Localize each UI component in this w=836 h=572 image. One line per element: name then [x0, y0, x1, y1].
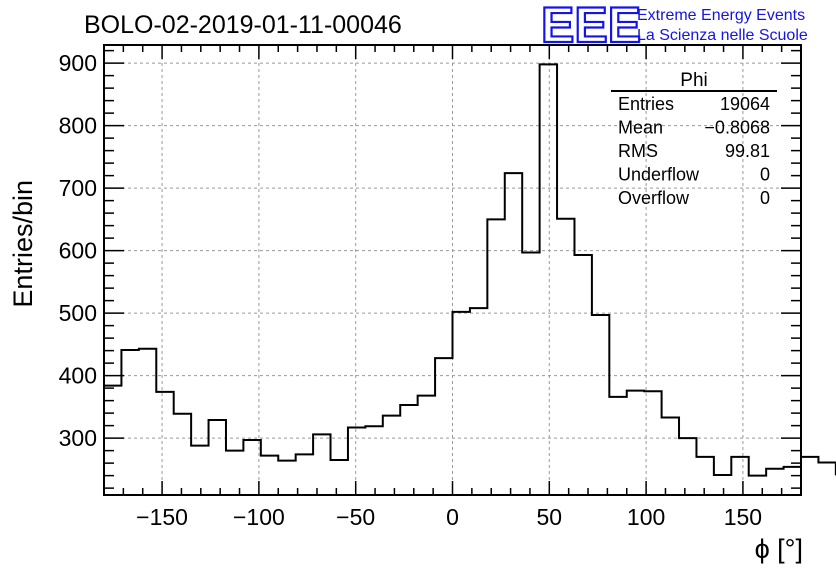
y-tick-label: 700	[59, 175, 97, 201]
grid-lines	[104, 45, 801, 495]
stats-value: 19064	[720, 94, 770, 114]
x-tick-label: −150	[136, 504, 188, 530]
stats-label: Entries	[618, 94, 674, 114]
stats-box: Phi Entries 19064 Mean −0.8068 RMS 99.81 Under…	[611, 70, 777, 208]
stats-label: Underflow	[618, 165, 700, 185]
eee-logo: EEE Extreme Energy Events La Scienza nel…	[540, 0, 808, 54]
y-tick-label: 800	[59, 113, 97, 139]
stats-label: Overflow	[618, 188, 690, 208]
stats-value: 0	[760, 188, 770, 208]
eee-logo-line1: Extreme Energy Events	[637, 7, 805, 24]
chart-title: BOLO-02-2019-01-11-00046	[84, 11, 402, 39]
stats-value: 99.81	[725, 141, 770, 161]
histogram-line	[104, 63, 836, 477]
stats-value: 0	[760, 165, 770, 185]
x-tick-label: 0	[446, 504, 459, 530]
x-tick-label: −50	[336, 504, 375, 530]
y-tick-label: 500	[59, 300, 97, 326]
y-tick-label: 400	[59, 363, 97, 389]
axis-ticks	[103, 45, 802, 495]
x-tick-label: 150	[724, 504, 762, 530]
x-tick-label: 100	[627, 504, 665, 530]
x-axis-title: ϕ [°]	[755, 534, 803, 564]
y-axis-title: Entries/bin	[8, 180, 38, 308]
x-tick-label: −100	[233, 504, 285, 530]
y-tick-label: 900	[59, 50, 97, 76]
eee-logo-line2: La Scienza nelle Scuole	[637, 27, 808, 44]
stats-label: RMS	[618, 141, 658, 161]
y-tick-label: 600	[59, 238, 97, 264]
stats-label: Mean	[618, 118, 663, 138]
y-tick-labels: 300 400 500 600 700 800 900	[59, 50, 97, 451]
x-tick-labels: −150 −100 −50 0 50 100 150	[136, 504, 762, 530]
stats-title: Phi	[680, 70, 707, 91]
x-tick-label: 50	[537, 504, 563, 530]
stats-value: −0.8068	[704, 118, 770, 138]
y-tick-label: 300	[59, 425, 97, 451]
